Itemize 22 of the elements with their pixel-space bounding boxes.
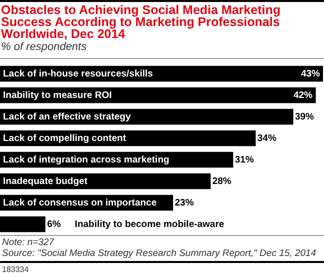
text: 183334: [0, 261, 324, 276]
source-note: Source: "Social Media Strategy Research Summary Report," Dec 15, 2014: [2, 248, 318, 259]
y-tick-label: Lack of integration across marketing: [3, 154, 170, 166]
data-label: 28%: [212, 176, 232, 187]
text: Note: n=327: [2, 237, 56, 248]
y-tick-label: Lack of consensus on importance: [3, 197, 157, 208]
y-tick-label: Lack of in-house resources/skills: [3, 68, 153, 80]
data-label: 42%: [293, 90, 314, 101]
data-label: 43%: [300, 68, 321, 80]
y-tick-label: Inability to become mobile-aware: [74, 218, 224, 230]
chart-title: Obstacles to Achieving Social Media Marketing Success According to Marketing Professionals Worldwide, Dec 2014: [1, 3, 282, 41]
data-label: 23%: [174, 197, 194, 208]
data-label: 39%: [294, 111, 315, 122]
y-tick-label: Lack of an effective strategy: [3, 111, 132, 122]
bar: [0, 216, 46, 232]
y-tick-label: Lack of compelling content: [3, 132, 127, 144]
data-label: 6%: [47, 218, 62, 230]
chart-subtitle: % of respondents: [1, 41, 88, 53]
data-label: 31%: [234, 154, 254, 166]
y-tick-label: Inadequate budget: [3, 176, 88, 187]
y-tick-label: Inability to measure ROI: [3, 90, 112, 101]
data-label: 34%: [257, 132, 277, 144]
